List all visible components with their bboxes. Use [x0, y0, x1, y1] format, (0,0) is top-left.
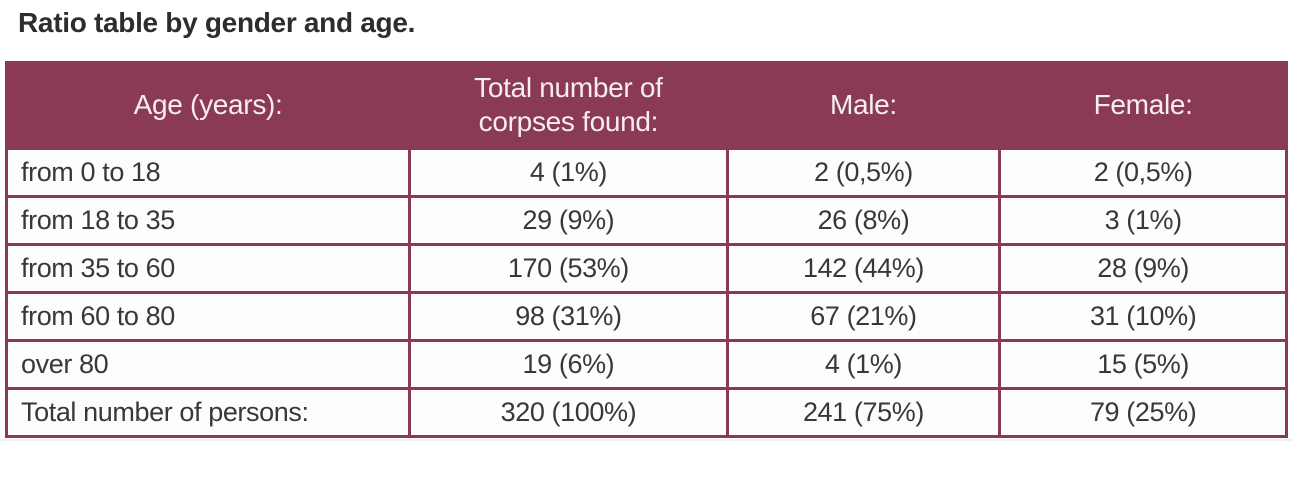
table-caption: Ratio table by gender and age.	[18, 7, 416, 38]
ratio-table: Age (years): Total number of corpses fou…	[4, 60, 1288, 438]
cell-age-range: from 0 to 18	[4, 146, 412, 198]
cell-age-range: from 18 to 35	[4, 194, 412, 246]
cell-male: 2 (0,5%)	[725, 146, 1002, 198]
column-header-male: Male:	[725, 60, 1002, 150]
cell-total: 170 (53%)	[408, 242, 729, 294]
cell-male: 142 (44%)	[725, 242, 1002, 294]
table-row: from 18 to 35 29 (9%) 26 (8%) 3 (1%)	[4, 194, 1288, 246]
cell-total: 4 (1%)	[408, 146, 729, 198]
cell-female: 31 (10%)	[998, 290, 1288, 342]
column-header-age: Age (years):	[4, 60, 412, 150]
table-row-total: Total number of persons: 320 (100%) 241 …	[4, 386, 1288, 438]
cell-total: 98 (31%)	[408, 290, 729, 342]
cell-total: 29 (9%)	[408, 194, 729, 246]
cell-male: 67 (21%)	[725, 290, 1002, 342]
cell-female: 28 (9%)	[998, 242, 1288, 294]
cell-age-range: over 80	[4, 338, 412, 390]
header-row: Age (years): Total number of corpses fou…	[4, 60, 1288, 150]
table-body: from 0 to 18 4 (1%) 2 (0,5%) 2 (0,5%) fr…	[4, 146, 1288, 438]
cell-female: 2 (0,5%)	[998, 146, 1288, 198]
column-header-female: Female:	[998, 60, 1288, 150]
cell-male: 26 (8%)	[725, 194, 1002, 246]
column-header-total-corpses: Total number of corpses found:	[408, 60, 729, 150]
table-row: from 60 to 80 98 (31%) 67 (21%) 31 (10%)	[4, 290, 1288, 342]
cell-female: 3 (1%)	[998, 194, 1288, 246]
table-row: from 0 to 18 4 (1%) 2 (0,5%) 2 (0,5%)	[4, 146, 1288, 198]
table-row: from 35 to 60 170 (53%) 142 (44%) 28 (9%…	[4, 242, 1288, 294]
cell-male: 241 (75%)	[725, 386, 1002, 438]
cell-total: 320 (100%)	[408, 386, 729, 438]
cell-female: 79 (25%)	[998, 386, 1288, 438]
table-row: over 80 19 (6%) 4 (1%) 15 (5%)	[4, 338, 1288, 390]
cell-total: 19 (6%)	[408, 338, 729, 390]
table-bottom-shadow	[0, 438, 1293, 441]
cell-age-range: from 35 to 60	[4, 242, 412, 294]
cell-female: 15 (5%)	[998, 338, 1288, 390]
table-header: Age (years): Total number of corpses fou…	[4, 60, 1288, 150]
cell-age-range: from 60 to 80	[4, 290, 412, 342]
cell-total-persons-label: Total number of persons:	[4, 386, 412, 438]
cell-male: 4 (1%)	[725, 338, 1002, 390]
